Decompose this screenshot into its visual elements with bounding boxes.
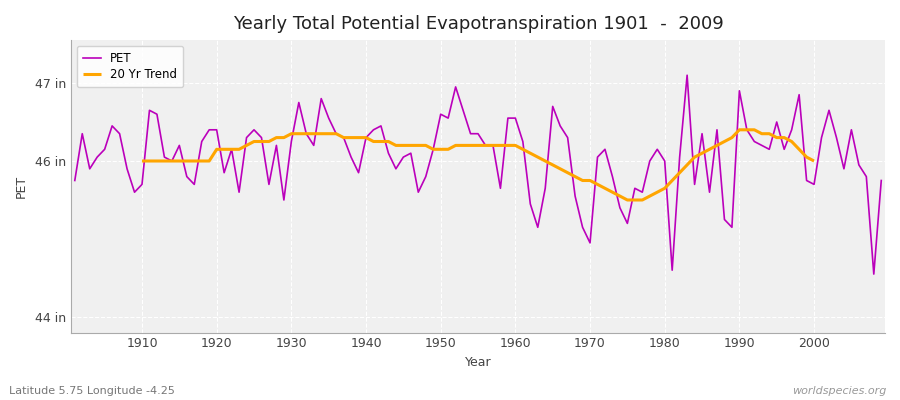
20 Yr Trend xyxy=(309,131,320,136)
Legend: PET, 20 Yr Trend: PET, 20 Yr Trend xyxy=(77,46,183,87)
Text: worldspecies.org: worldspecies.org xyxy=(792,386,886,396)
20 Yr Trend xyxy=(809,158,820,163)
PET xyxy=(129,190,140,194)
Text: Latitude 5.75 Longitude -4.25: Latitude 5.75 Longitude -4.25 xyxy=(9,386,175,396)
20 Yr Trend xyxy=(137,158,148,163)
PET xyxy=(510,116,521,120)
PET xyxy=(69,178,80,183)
Title: Yearly Total Potential Evapotranspiration 1901  -  2009: Yearly Total Potential Evapotranspiratio… xyxy=(233,15,724,33)
20 Yr Trend xyxy=(734,128,745,132)
20 Yr Trend xyxy=(712,143,723,148)
PET xyxy=(868,272,879,276)
Y-axis label: PET: PET xyxy=(15,175,28,198)
PET xyxy=(876,178,886,183)
X-axis label: Year: Year xyxy=(464,356,491,369)
PET xyxy=(599,147,610,152)
PET xyxy=(681,73,692,78)
Line: PET: PET xyxy=(75,75,881,274)
20 Yr Trend xyxy=(801,155,812,160)
20 Yr Trend xyxy=(622,198,633,202)
PET xyxy=(502,116,513,120)
20 Yr Trend xyxy=(525,151,535,156)
Line: 20 Yr Trend: 20 Yr Trend xyxy=(142,130,814,200)
20 Yr Trend xyxy=(219,147,230,152)
20 Yr Trend xyxy=(293,131,304,136)
PET xyxy=(293,100,304,105)
PET xyxy=(338,135,349,140)
